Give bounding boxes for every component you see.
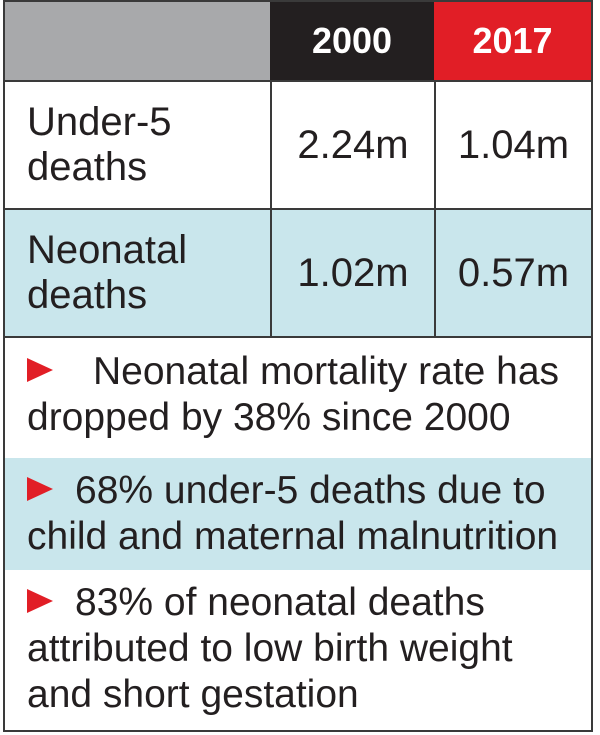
value-cell-2000: 1.02m (270, 210, 434, 336)
divider (5, 336, 591, 338)
table-row-neonatal: Neonatal deaths 1.02m 0.57m (5, 208, 591, 336)
row-label-line: deaths (27, 273, 148, 317)
note-line: dropped by 38% since 2000 (27, 396, 511, 439)
value-2017: 1.04m (457, 122, 570, 167)
value-cell-2000: 2.24m (270, 82, 434, 208)
note-item: 83% of neonatal deaths attributed to low… (5, 570, 591, 730)
note-text: 68% under-5 deaths due to (75, 469, 546, 512)
value-cell-2017: 1.04m (434, 82, 591, 208)
arrow-bullet-icon (27, 589, 53, 613)
arrow-bullet-icon (27, 477, 53, 501)
note-line: and short gestation (27, 673, 359, 716)
row-label: Neonatal deaths (27, 228, 227, 318)
note-line: 83% of neonatal deaths (27, 580, 583, 626)
row-label-cell: Neonatal deaths (5, 210, 270, 336)
row-label-line: Neonatal (27, 228, 188, 272)
note-line: child and maternal malnutrition (27, 515, 559, 558)
header-year-2000: 2000 (270, 2, 434, 80)
note-item: Neonatal mortality rate has dropped by 3… (5, 349, 591, 461)
header-blank-cell (5, 2, 270, 80)
note-line: attributed to low birth weight (27, 627, 513, 670)
header-year-2017: 2017 (434, 2, 591, 80)
header-row: 2000 2017 (5, 2, 591, 80)
table-row-under5: Under-5 deaths 2.24m 1.04m (5, 80, 591, 208)
note-text: Neonatal mortality rate has (93, 350, 560, 393)
arrow-bullet-icon (27, 358, 53, 382)
row-label-line: deaths (27, 145, 148, 189)
value-2017: 0.57m (457, 250, 570, 295)
note-text: 83% of neonatal deaths (75, 581, 485, 624)
row-label-line: Under-5 (27, 100, 172, 144)
row-label: Under-5 deaths (27, 100, 227, 190)
value-2000: 1.02m (297, 250, 409, 295)
note-item: 68% under-5 deaths due to child and mate… (5, 458, 591, 570)
stats-table: 2000 2017 Under-5 deaths 2.24m 1.04m Neo… (3, 0, 593, 732)
row-label-cell: Under-5 deaths (5, 82, 270, 208)
note-line: 68% under-5 deaths due to (27, 468, 583, 514)
value-2000: 2.24m (297, 122, 409, 167)
value-cell-2017: 0.57m (434, 210, 591, 336)
note-line: Neonatal mortality rate has (27, 349, 583, 395)
